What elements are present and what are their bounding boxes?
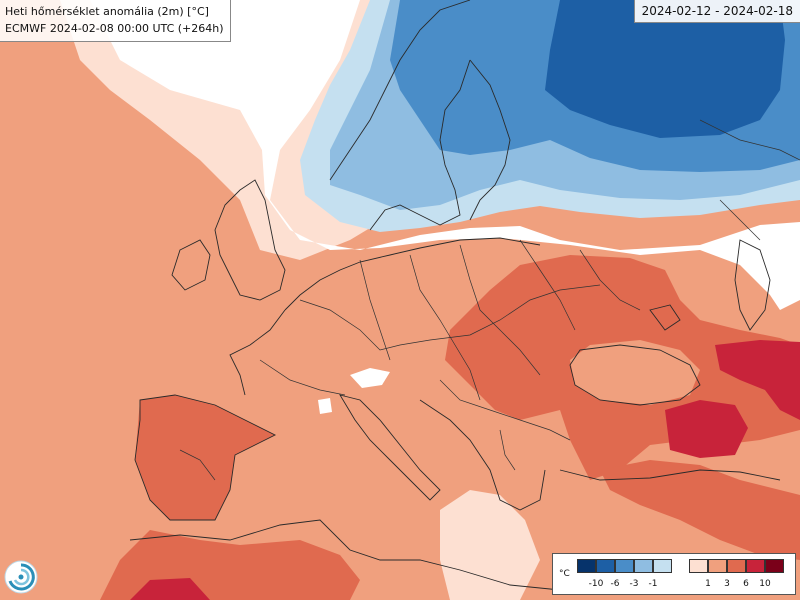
coastlines — [129, 0, 781, 591]
legend-swatch-cold-5 — [653, 559, 672, 573]
hot-patch-caucasus — [715, 340, 800, 420]
model-run: ECMWF 2024-02-08 00:00 UTC (+264h) — [5, 22, 224, 35]
legend-swatch-warm-3 — [727, 559, 746, 573]
pale-patch-libya — [440, 490, 540, 600]
neutral-zone — [90, 0, 800, 310]
map-title: Heti hőmérséklet anomália (2m) [°C] — [5, 5, 209, 18]
pale-patch-alps — [350, 368, 390, 388]
legend-swatch-warm-2 — [708, 559, 727, 573]
hot-patch-africa — [130, 578, 210, 600]
pale-patch-alps-2 — [318, 398, 332, 414]
legend-label-cold-2: -6 — [610, 579, 620, 589]
legend-label-warm-4: 10 — [759, 579, 771, 589]
legend-label-cold-3: -3 — [629, 579, 639, 589]
legend-swatch-cold-4 — [634, 559, 653, 573]
warm-zone-southeast — [600, 460, 800, 560]
legend-swatch-warm-5 — [765, 559, 784, 573]
warm-patch-black-sea-pale — [570, 340, 700, 405]
forecast-period: 2024-02-12 - 2024-02-18 — [633, 0, 800, 23]
color-legend: °C -10 -6 -3 -1 1 3 6 10 — [552, 553, 796, 595]
hot-patch-anatolia — [665, 400, 748, 458]
legend-swatch-cold-2 — [596, 559, 615, 573]
title-box: Heti hőmérséklet anomália (2m) [°C] ECMW… — [0, 0, 231, 42]
legend-label-warm-2: 3 — [724, 579, 730, 589]
legend-swatch-cold-3 — [615, 559, 634, 573]
legend-label-cold-1: -10 — [588, 579, 604, 589]
legend-swatch-warm-1 — [689, 559, 708, 573]
cold-zone-4 — [545, 0, 785, 138]
legend-label-warm-3: 6 — [743, 579, 749, 589]
legend-unit: °C — [559, 569, 570, 579]
legend-swatch-warm-4 — [746, 559, 765, 573]
legend-label-cold-4: -1 — [648, 579, 658, 589]
ecmwf-logo — [4, 560, 38, 594]
legend-label-warm-1: 1 — [705, 579, 711, 589]
legend-swatch-cold-1 — [577, 559, 596, 573]
warm-zone-iberia — [135, 395, 275, 520]
country-borders — [179, 119, 800, 481]
